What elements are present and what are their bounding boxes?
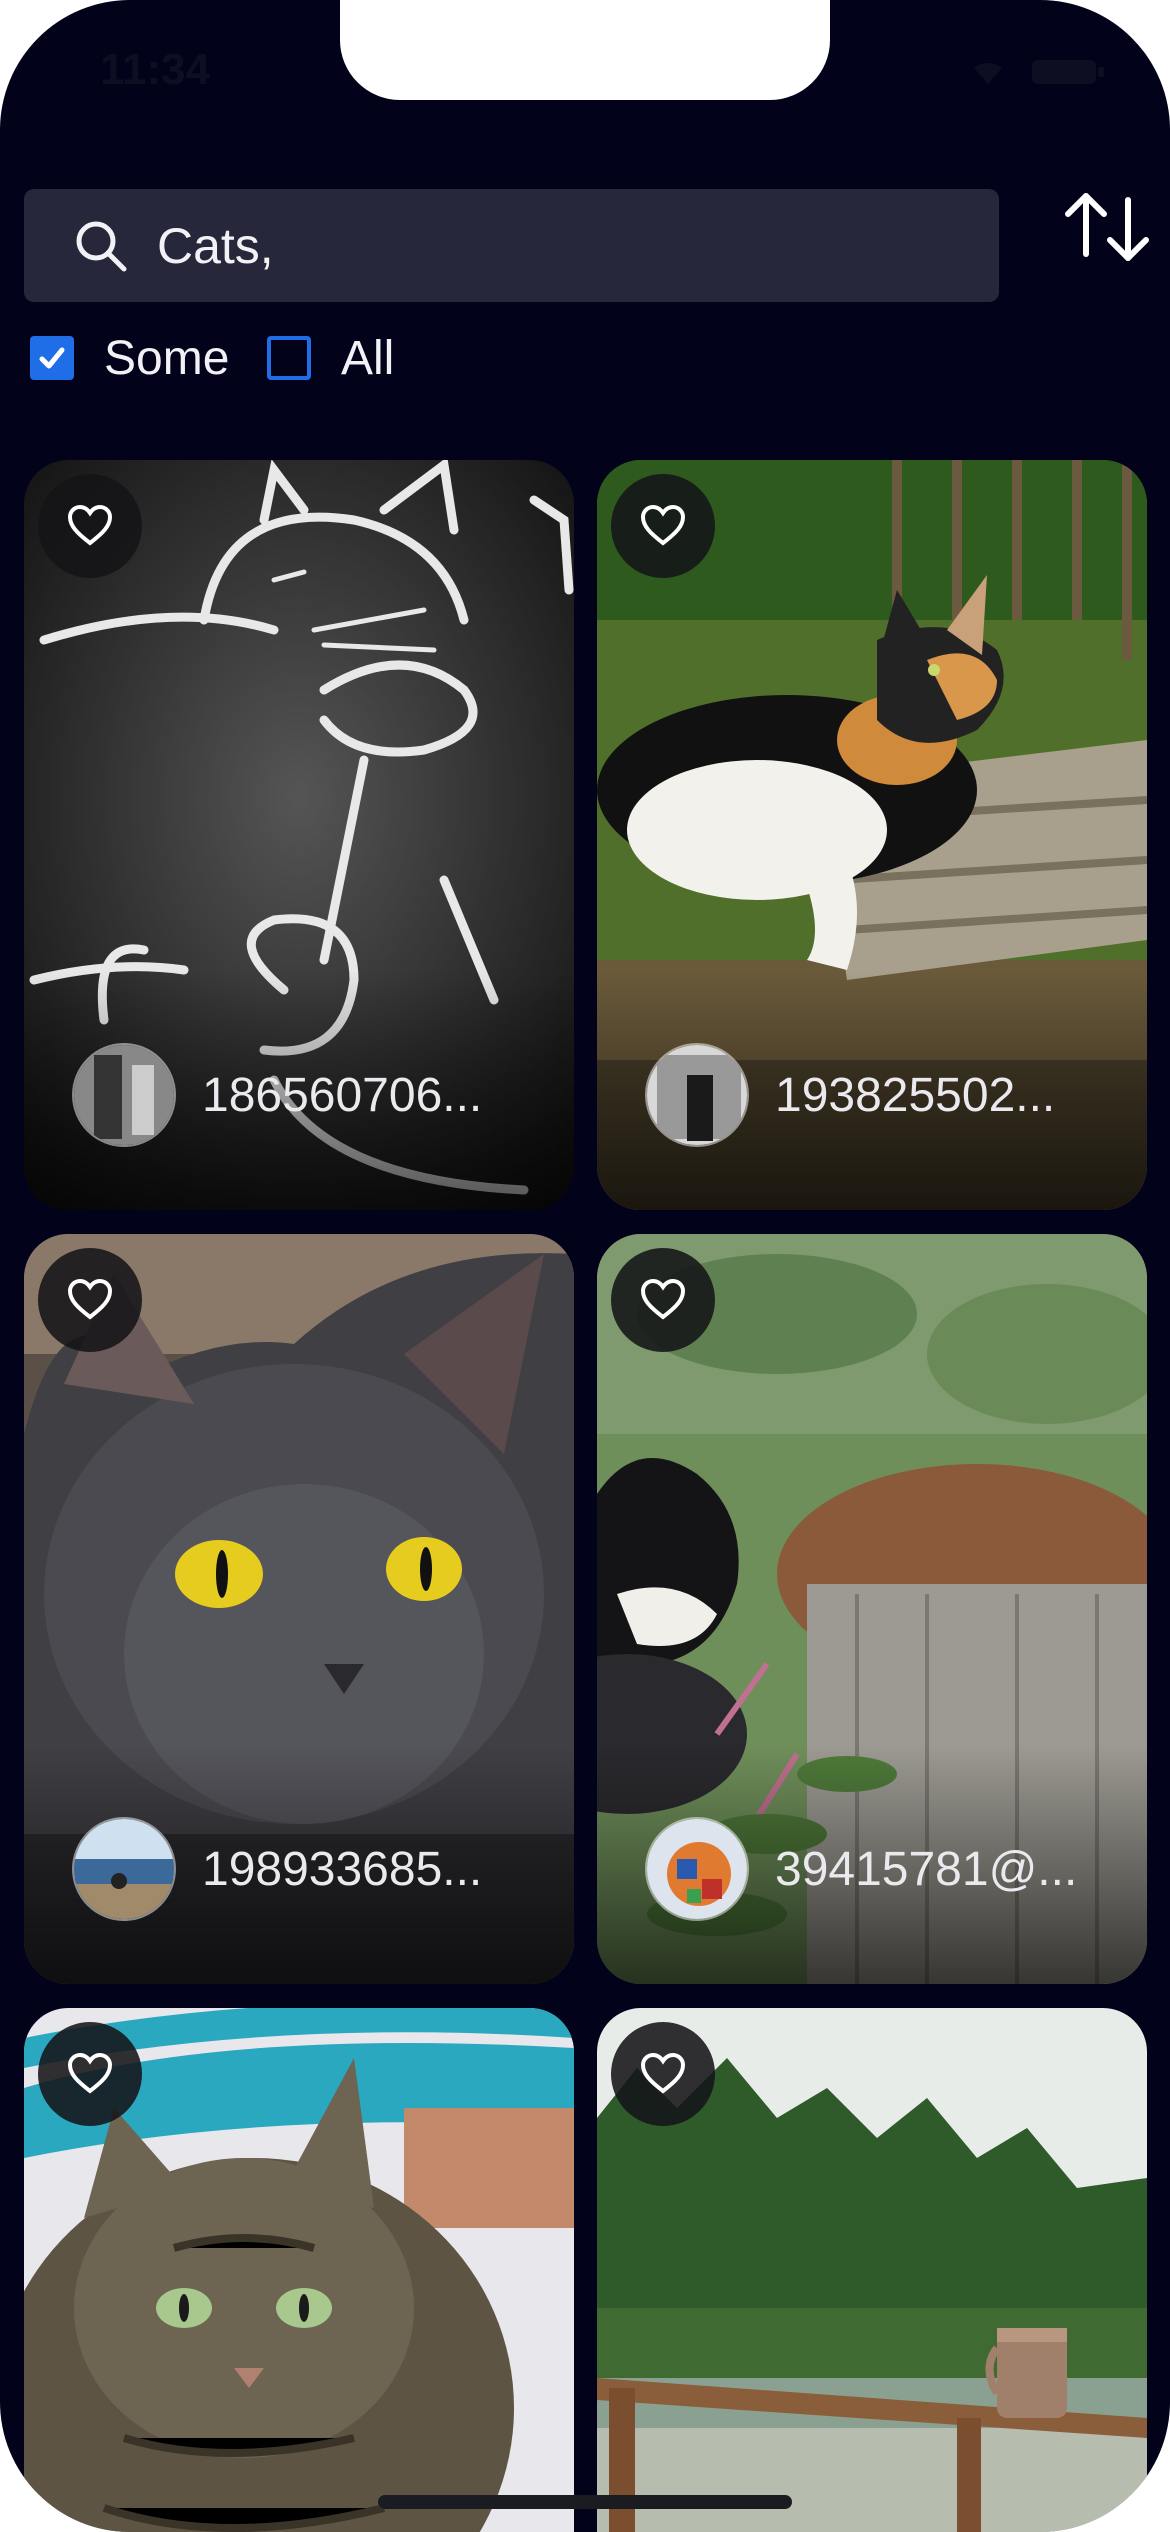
search-input[interactable]: Cats, <box>157 218 274 274</box>
avatar <box>645 1817 749 1921</box>
avatar <box>72 1043 176 1147</box>
device-notch <box>340 0 830 100</box>
battery-icon <box>1032 60 1104 84</box>
author-name: 39415781@... <box>775 1843 1078 1896</box>
heart-outline-icon[interactable] <box>611 2022 715 2126</box>
wifi-icon <box>974 62 1002 84</box>
photo-card[interactable]: 193825502... <box>597 460 1147 1210</box>
photo-card[interactable] <box>597 2008 1147 2532</box>
home-indicator[interactable] <box>378 2495 792 2509</box>
author-name: 198933685... <box>202 1843 483 1896</box>
filter-all[interactable]: All <box>267 330 394 386</box>
photo-card[interactable]: 39415781@... <box>597 1234 1147 1984</box>
heart-outline-icon[interactable] <box>38 1248 142 1352</box>
author-name: 186560706... <box>202 1069 483 1122</box>
some-label: Some <box>104 331 230 385</box>
all-checkbox[interactable] <box>267 336 311 380</box>
photo-card[interactable] <box>24 2008 574 2532</box>
search-bar[interactable]: Cats, <box>24 189 999 302</box>
filter-some[interactable]: Some <box>30 330 229 386</box>
search-icon <box>76 221 127 272</box>
photo-card[interactable]: 186560706... <box>24 460 574 1210</box>
status-icons <box>974 60 1104 84</box>
photo-card[interactable]: 198933685... <box>24 1234 574 1984</box>
photo-image <box>597 2008 1147 2532</box>
some-checkbox[interactable] <box>30 336 74 380</box>
heart-outline-icon[interactable] <box>38 474 142 578</box>
author-name: 193825502... <box>775 1069 1056 1122</box>
sort-arrows-icon[interactable] <box>1062 188 1152 268</box>
checkmark-icon <box>39 347 65 369</box>
heart-outline-icon[interactable] <box>611 1248 715 1352</box>
avatar <box>645 1043 749 1147</box>
heart-outline-icon[interactable] <box>611 474 715 578</box>
heart-outline-icon[interactable] <box>38 2022 142 2126</box>
avatar <box>72 1817 176 1921</box>
all-label: All <box>341 331 395 385</box>
status-time: 11:34 <box>100 45 211 94</box>
